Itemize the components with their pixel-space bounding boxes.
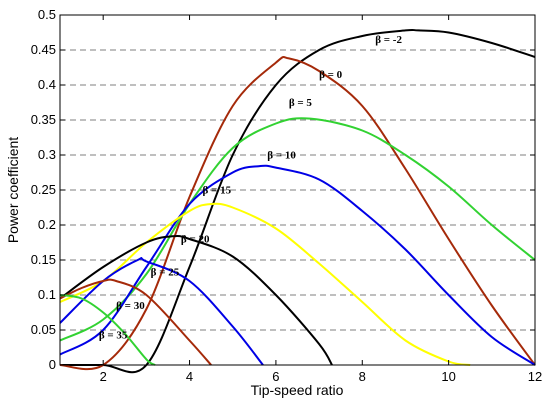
y-tick-label: 0.5 [38,7,56,22]
series-line-1 [59,56,536,371]
series-line-5 [59,234,333,366]
y-tick-label: 0.3 [38,147,56,162]
y-axis-label: Power coefficient [5,137,21,243]
y-tick-label: 0 [49,357,56,372]
series-label-5: β = 20 [181,234,210,246]
series-line-8 [59,294,156,366]
series-line-0 [60,28,536,374]
series-label-6: β = 25 [151,266,180,278]
x-tick-label: 6 [272,369,279,384]
x-tick-label: 12 [528,369,542,384]
series-label-0: β = -2 [375,34,402,46]
x-tick-label: 4 [186,369,193,384]
x-tick-label: 2 [100,369,107,384]
series-label-1: β = 0 [319,69,343,81]
y-tick-label: 0.2 [38,217,56,232]
series-label-4: β = 15 [203,185,232,197]
y-tick-label: 0.45 [31,42,56,57]
y-tick-label: 0.35 [31,112,56,127]
y-tick-label: 0.05 [31,322,56,337]
series-label-8: β = 35 [99,329,128,341]
series-line-3 [59,164,536,366]
series-label-3: β = 10 [267,150,296,162]
axis-ticks: 0 0.05 0.1 0.15 0.2 0.25 0.3 0.35 0.4 0.45 0.5 2 4 6 8… [31,7,543,384]
y-tick-label: 0.1 [38,287,56,302]
x-tick-label: 8 [359,369,366,384]
curve-labels: β = -2 β = 0 β = 5 β = 10 β = 15 β = 20 β = 25… [99,34,403,341]
series-line-2 [59,117,536,342]
x-tick-label: 10 [441,369,455,384]
series-line-4 [59,202,471,366]
series-label-2: β = 5 [289,97,313,109]
series-label-7: β = 30 [116,300,145,312]
gridlines [60,49,535,331]
x-axis-label: Tip-speed ratio [251,382,344,398]
y-tick-label: 0.15 [31,252,56,267]
y-tick-label: 0.4 [38,77,56,92]
series-lines [59,28,536,374]
series-line-7 [59,278,212,366]
y-tick-label: 0.25 [31,182,56,197]
